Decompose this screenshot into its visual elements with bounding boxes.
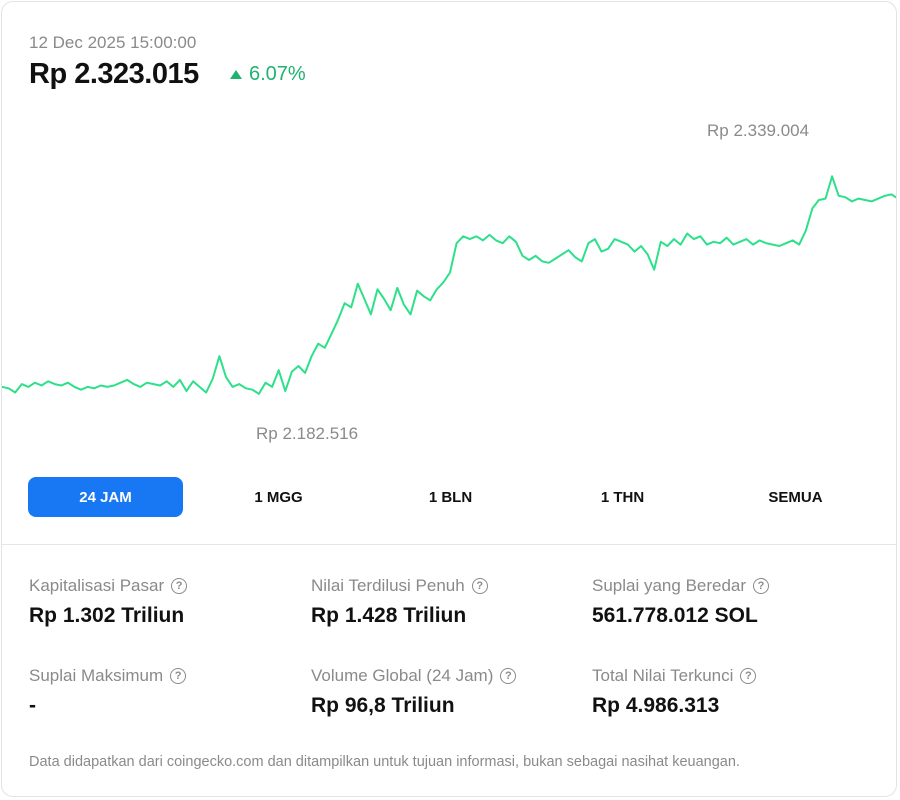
stat-circulating-supply: Suplai yang Beredar? 561.778.012 SOL: [592, 576, 770, 628]
tab-semua[interactable]: SEMUA: [768, 488, 823, 506]
tab-1-thn[interactable]: 1 THN: [600, 488, 645, 506]
stat-label: Nilai Terdilusi Penuh: [311, 576, 465, 595]
current-price: Rp 2.323.015: [29, 58, 199, 90]
stat-value: Rp 1.428 Triliun: [311, 604, 467, 627]
stat-label: Suplai yang Beredar: [592, 576, 747, 595]
arrow-up-icon: [230, 70, 242, 79]
chart-high-label: Rp 2.339.004: [707, 121, 810, 140]
chart-low-label: Rp 2.182.516: [256, 424, 359, 443]
price-change: 6.07%: [230, 63, 306, 86]
question-circle-icon[interactable]: ?: [500, 668, 517, 684]
stat-value: -: [29, 694, 36, 717]
stat-label: Total Nilai Terkunci: [592, 666, 734, 685]
stat-value: 561.778.012 SOL: [592, 604, 758, 627]
question-circle-icon[interactable]: ?: [471, 578, 488, 594]
question-circle-icon[interactable]: ?: [740, 668, 757, 684]
question-circle-icon[interactable]: ?: [170, 668, 187, 684]
question-circle-icon[interactable]: ?: [753, 578, 770, 594]
stat-label: Volume Global (24 Jam): [311, 666, 494, 685]
tab-1-bln[interactable]: 1 BLN: [428, 488, 473, 506]
price-chart-svg: [2, 175, 896, 395]
stat-value: Rp 4.986.313: [592, 694, 720, 717]
stat-fully-diluted: Nilai Terdilusi Penuh? Rp 1.428 Triliun: [311, 576, 488, 628]
timestamp: 12 Dec 2025 15:00:00: [29, 33, 197, 52]
stat-label: Suplai Maksimum: [29, 666, 164, 685]
stat-global-volume: Volume Global (24 Jam)? Rp 96,8 Triliun: [311, 666, 517, 718]
stat-max-supply: Suplai Maksimum? -: [29, 666, 187, 718]
stat-value: Rp 96,8 Triliun: [311, 694, 455, 717]
stat-market-cap: Kapitalisasi Pasar? Rp 1.302 Triliun: [29, 576, 188, 628]
divider: [2, 544, 896, 545]
question-circle-icon[interactable]: ?: [171, 578, 188, 594]
price-line: [2, 175, 896, 395]
price-chart[interactable]: Rp 2.339.004 Rp 2.182.516: [2, 102, 896, 472]
stat-total-value-locked: Total Nilai Terkunci? Rp 4.986.313: [592, 666, 757, 718]
tab-24-jam[interactable]: 24 JAM: [28, 477, 183, 517]
range-tabs: 24 JAM 1 MGG 1 BLN 1 THN SEMUA: [28, 477, 873, 517]
disclaimer: Data didapatkan dari coingecko.com dan d…: [29, 754, 740, 770]
stat-label: Kapitalisasi Pasar: [29, 576, 165, 595]
price-change-percent: 6.07%: [249, 63, 306, 85]
tab-1-mgg[interactable]: 1 MGG: [254, 488, 303, 506]
stat-value: Rp 1.302 Triliun: [29, 604, 185, 627]
